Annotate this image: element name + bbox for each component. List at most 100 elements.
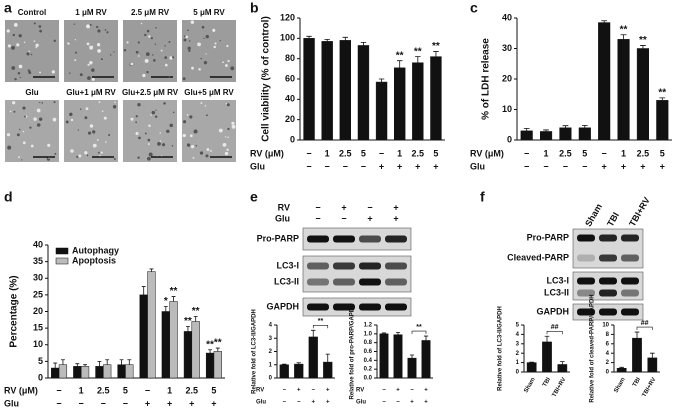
condition-value: − <box>282 400 286 406</box>
bar <box>421 340 431 379</box>
bar <box>161 311 170 379</box>
blot-band <box>577 308 595 316</box>
cell <box>13 22 18 27</box>
blot-band <box>307 278 329 286</box>
blot-band <box>577 277 595 285</box>
y-tick-label: 120 <box>280 12 295 22</box>
condition-value: − <box>582 161 587 171</box>
significance-bracket <box>636 326 653 331</box>
cell <box>89 24 92 27</box>
blot-header-label: Glu <box>275 213 290 223</box>
condition-value: − <box>79 398 84 408</box>
cell <box>151 110 156 115</box>
cell <box>146 70 149 74</box>
blot-band-label: LC3-I <box>277 260 300 270</box>
error-bar <box>620 34 627 40</box>
y-tick-label: 25 <box>33 289 43 299</box>
cell <box>188 49 191 52</box>
y-tick-label: 20 <box>33 306 43 316</box>
error-bar <box>634 331 640 339</box>
cell <box>150 37 153 40</box>
cell <box>35 43 39 47</box>
y-tick-label: 10 <box>502 104 512 114</box>
cell <box>54 152 57 155</box>
condition-value: − <box>311 388 315 394</box>
cell <box>18 128 21 131</box>
bar <box>375 81 388 141</box>
legend-swatch <box>55 257 69 265</box>
cell <box>198 68 201 71</box>
y-tick-label: 10 <box>602 323 609 329</box>
cell <box>187 29 189 32</box>
cell <box>87 76 91 80</box>
micrograph <box>123 20 177 82</box>
cell <box>183 120 187 124</box>
y-tick-label: 1 <box>516 360 520 366</box>
cell <box>38 25 42 28</box>
cell <box>227 136 229 139</box>
cell <box>53 101 56 104</box>
cell <box>203 60 208 65</box>
blot-band <box>385 278 407 286</box>
cell <box>226 103 230 107</box>
bar <box>598 22 611 141</box>
cell <box>230 66 235 71</box>
y-tick-label: 35 <box>33 256 43 266</box>
condition-value: + <box>145 398 150 408</box>
condition-value: − <box>524 148 529 158</box>
y-tick-label: 0.2 <box>364 367 373 373</box>
cell <box>101 110 104 113</box>
cell <box>162 143 166 147</box>
panel-label: a <box>4 0 12 16</box>
bar <box>279 364 289 379</box>
condition-value: − <box>602 148 607 158</box>
y-tick-label: 0.0 <box>364 376 373 382</box>
error-bar <box>75 363 80 367</box>
y-tick-label: 2 <box>269 349 273 355</box>
cell <box>113 158 116 161</box>
condition-value: 2.5 <box>637 148 650 158</box>
cell <box>135 50 139 54</box>
condition-value: 5 <box>660 148 665 158</box>
cell <box>144 132 147 135</box>
condition-value: + <box>433 161 438 171</box>
cell <box>18 156 20 158</box>
cell <box>65 120 69 124</box>
y-axis-label: % of LDH release <box>481 38 492 120</box>
cell <box>92 130 96 134</box>
blot-header-value: − <box>367 202 372 212</box>
bar <box>139 294 148 379</box>
y-tick-label: 5 <box>516 323 520 329</box>
blot-band <box>359 262 381 270</box>
bar <box>80 366 90 379</box>
cell <box>39 71 41 74</box>
cell <box>13 110 16 113</box>
cell <box>182 77 186 81</box>
y-tick-label: 0 <box>606 370 610 376</box>
cell <box>70 118 74 122</box>
image-label: Glu+1 μM RV <box>66 88 116 97</box>
cell <box>89 124 94 128</box>
image-label: 2.5 μM RV <box>131 8 170 17</box>
cell <box>105 141 107 143</box>
panel-label: c <box>470 0 478 16</box>
y-tick-label: 80 <box>285 53 295 63</box>
error-bar <box>163 306 168 312</box>
blot-header-value: + <box>393 213 398 223</box>
error-bar <box>581 124 588 128</box>
bar <box>430 56 442 141</box>
micrograph <box>182 20 236 82</box>
blot-header-value: + <box>367 213 372 223</box>
cell <box>153 59 156 62</box>
significance: ** <box>432 41 440 52</box>
micrograph <box>5 100 59 162</box>
blot-frame <box>302 255 412 293</box>
error-bar <box>544 335 550 342</box>
y-tick-label: 40 <box>285 94 295 104</box>
error-bar <box>360 42 367 46</box>
y-axis-label: Relative fold of LC3-II/GAPDH <box>498 306 504 391</box>
blot-header-value: + <box>341 202 346 212</box>
cell <box>39 29 42 33</box>
cell <box>69 72 71 74</box>
cell <box>222 61 224 64</box>
